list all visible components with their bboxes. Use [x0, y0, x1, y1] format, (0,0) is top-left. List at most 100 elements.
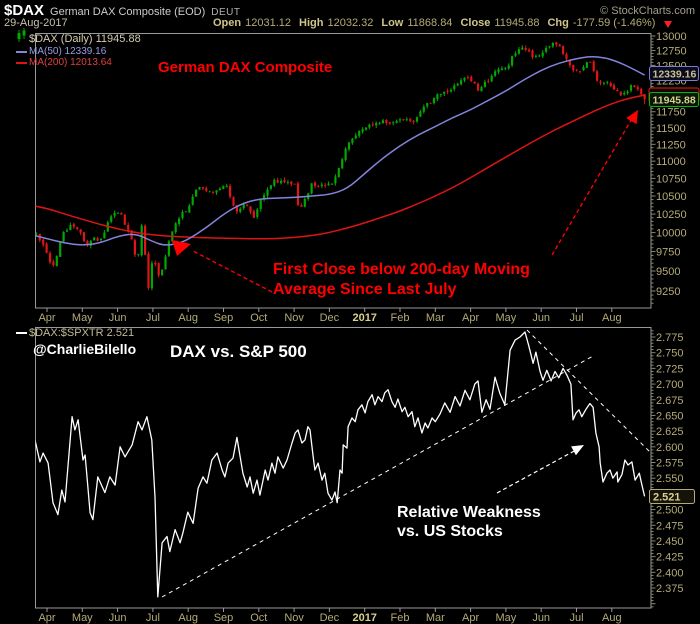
chart-header: $DAX German DAX Composite (EOD) DEUT [4, 2, 241, 19]
svg-text:11000: 11000 [656, 156, 686, 168]
svg-text:2017: 2017 [352, 612, 376, 624]
svg-text:9500: 9500 [656, 266, 680, 278]
svg-text:Apr: Apr [462, 612, 479, 624]
svg-text:2.375: 2.375 [656, 583, 684, 595]
svg-text:11500: 11500 [656, 123, 686, 135]
svg-text:2.500: 2.500 [656, 505, 684, 517]
svg-text:11250: 11250 [656, 139, 686, 151]
svg-text:Aug: Aug [178, 612, 198, 624]
white-annotation-arrow [496, 445, 584, 494]
svg-text:Nov: Nov [284, 312, 304, 324]
x-axis-labels: Apr Apr May May Jun Jun Jul Jul Aug Aug Sep Sep Oct O… [38, 308, 622, 624]
ratio-line [35, 331, 646, 598]
moving-averages [35, 56, 645, 246]
svg-text:Aug: Aug [178, 312, 198, 324]
panel-frames [35, 33, 652, 609]
svg-text:Jul: Jul [146, 312, 160, 324]
svg-text:9250: 9250 [656, 286, 680, 298]
annotation-first-close-line1: First Close below 200-day Moving [273, 261, 530, 278]
svg-text:12750: 12750 [656, 46, 687, 58]
svg-text:2.625: 2.625 [656, 426, 684, 438]
svg-text:Apr: Apr [38, 612, 55, 624]
price-label-boxes: 12339.1612013.6411945.88 [648, 66, 700, 107]
svg-text:2.600: 2.600 [656, 442, 684, 454]
chart-title: German DAX Composite (EOD) [50, 6, 206, 18]
svg-text:Dec: Dec [320, 312, 340, 324]
svg-text:12339.16: 12339.16 [653, 69, 697, 81]
svg-text:Jul: Jul [569, 612, 583, 624]
legend-ratio-line: $DAX:$SPXTR 2.521 [29, 327, 135, 339]
legend-ma200-line: MA(200) 12013.64 [29, 57, 112, 68]
ratio-axis: 2.3752.4002.4252.4502.4752.5002.5252.550… [651, 330, 684, 608]
annotation-relative-weakness-line2: vs. US Stocks [397, 523, 503, 540]
twitter-handle: @CharlieBilello [33, 341, 137, 357]
red-annotation-arrows [172, 110, 638, 293]
ratio-legend-swatch [16, 332, 27, 334]
svg-text:Apr: Apr [462, 312, 479, 324]
price-axis: 9250 9500 9750 10000 10250 10500 10750 11000 112… [651, 31, 687, 304]
svg-text:Aug: Aug [602, 612, 622, 624]
svg-text:Mar: Mar [426, 612, 445, 624]
svg-text:10250: 10250 [656, 209, 687, 221]
exchange-label: DEUT [211, 7, 241, 18]
svg-text:May: May [72, 612, 93, 624]
candlesticks [35, 42, 646, 291]
svg-text:10750: 10750 [656, 173, 687, 185]
svg-text:2.400: 2.400 [656, 567, 684, 579]
legend-symbol-line: $DAX (Daily) 11945.88 [29, 33, 141, 45]
svg-text:Jun: Jun [532, 612, 550, 624]
svg-text:2017: 2017 [352, 312, 376, 324]
svg-text:Sep: Sep [214, 612, 234, 624]
ohlc-quote-row: Open 12031.12 High 12032.32 Low 11868.84 Cl… [213, 17, 673, 29]
svg-text:2.450: 2.450 [656, 536, 684, 548]
svg-text:Mar: Mar [426, 312, 445, 324]
close-quote: Close 11945.88 [460, 17, 540, 29]
ma200-legend-swatch [16, 62, 27, 64]
annotation-dax-vs-sp500: DAX vs. S&P 500 [170, 342, 307, 361]
svg-text:2.750: 2.750 [656, 348, 684, 360]
svg-text:2.675: 2.675 [656, 395, 684, 407]
svg-text:Sep: Sep [214, 312, 234, 324]
low-quote: Low 11868.84 [381, 17, 453, 29]
change-quote: Chg -177.59 (-1.46%) [547, 17, 656, 29]
high-quote: High 12032.32 [299, 17, 374, 29]
svg-text:Nov: Nov [284, 612, 304, 624]
svg-text:Jun: Jun [532, 312, 550, 324]
svg-text:Jul: Jul [569, 312, 583, 324]
svg-text:Dec: Dec [320, 612, 340, 624]
svg-text:Jun: Jun [109, 312, 127, 324]
annotation-first-close: First Close below 200-day Moving Average… [273, 260, 530, 300]
ma50-legend-swatch [16, 51, 27, 53]
svg-text:11945.88: 11945.88 [653, 95, 696, 107]
svg-text:May: May [72, 312, 93, 324]
ma200-line [35, 94, 645, 240]
svg-text:2.550: 2.550 [656, 473, 684, 485]
candlestick-icon [17, 28, 26, 42]
svg-text:Jun: Jun [109, 612, 127, 624]
svg-text:2.650: 2.650 [656, 410, 684, 422]
date-label: 29-Aug-2017 [4, 17, 68, 29]
svg-text:Aug: Aug [602, 312, 622, 324]
svg-text:2.575: 2.575 [656, 458, 684, 470]
svg-text:May: May [496, 312, 517, 324]
annotation-german-dax: German DAX Composite [158, 59, 333, 76]
svg-text:Feb: Feb [391, 612, 410, 624]
symbol-label: $DAX [4, 2, 45, 19]
svg-text:Apr: Apr [38, 312, 55, 324]
stockcharts-credit: © StockCharts.com [600, 5, 695, 17]
ratio-label-box: 2.521 [649, 489, 695, 504]
svg-text:10500: 10500 [656, 191, 687, 203]
annotation-relative-weakness: Relative Weakness vs. US Stocks [397, 503, 541, 541]
svg-text:Oct: Oct [250, 312, 267, 324]
svg-text:2.425: 2.425 [656, 552, 684, 564]
legend-ma50-line: MA(50) 12339.16 [29, 46, 107, 57]
svg-text:2.700: 2.700 [656, 379, 684, 391]
svg-text:10000: 10000 [656, 228, 687, 240]
svg-text:9750: 9750 [656, 247, 680, 259]
svg-text:2.775: 2.775 [656, 332, 684, 344]
svg-text:13000: 13000 [656, 31, 687, 43]
annotation-relative-weakness-line1: Relative Weakness [397, 504, 541, 521]
svg-text:2.725: 2.725 [656, 363, 684, 375]
